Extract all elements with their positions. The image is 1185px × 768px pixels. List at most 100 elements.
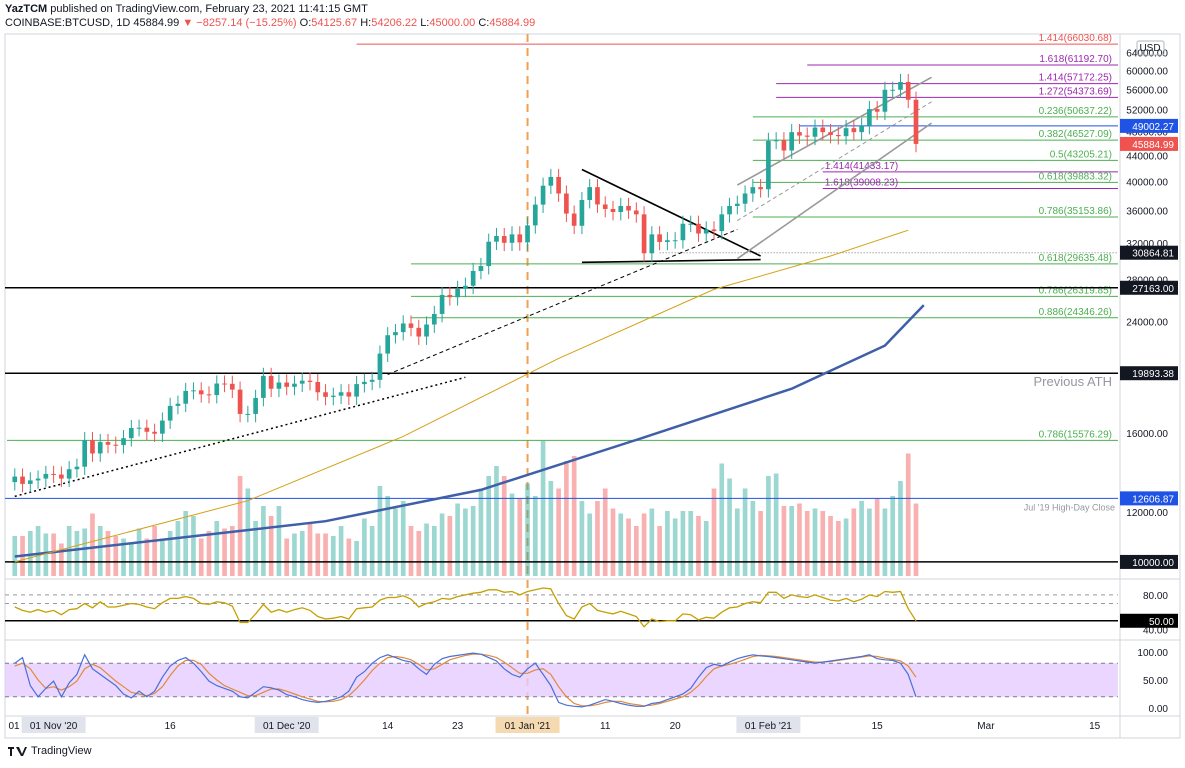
price-tick-label: 48000.00 bbox=[1126, 128, 1168, 139]
price-tick-label: 56000.00 bbox=[1126, 85, 1168, 96]
candle-body bbox=[898, 82, 903, 90]
candle-body bbox=[447, 294, 453, 298]
volume-bar bbox=[82, 528, 88, 576]
candle-body bbox=[711, 229, 717, 232]
candle-body bbox=[812, 127, 818, 137]
high-value: 54206.22 bbox=[371, 17, 418, 29]
volume-bar bbox=[97, 526, 103, 576]
symbol-name: COINBASE:BTCUSD, 1D bbox=[5, 17, 131, 29]
x-tick-label: 15 bbox=[1089, 721, 1101, 732]
price-tag-label: 45884.99 bbox=[1132, 140, 1174, 151]
candle-body bbox=[688, 223, 694, 225]
volume-bar bbox=[571, 456, 577, 576]
candle-body bbox=[431, 313, 437, 325]
volume-bar bbox=[867, 508, 872, 576]
fib-level-label: 1.618(61192.70) bbox=[1039, 54, 1112, 65]
candle-body bbox=[408, 323, 414, 328]
candle-body bbox=[486, 241, 492, 267]
price-tick-label: 64000.00 bbox=[1126, 49, 1168, 60]
price-tick-label: 32000.00 bbox=[1126, 239, 1168, 250]
candle-body bbox=[206, 394, 212, 396]
volume-bar bbox=[797, 503, 802, 576]
volume-bar bbox=[35, 526, 41, 576]
candle-body bbox=[385, 335, 391, 354]
volume-bar bbox=[532, 496, 538, 576]
candle-body bbox=[74, 466, 80, 470]
candle-body bbox=[579, 200, 585, 226]
ema-slow-line bbox=[14, 304, 925, 558]
low-label: L: bbox=[420, 17, 430, 29]
volume-bar bbox=[602, 488, 608, 576]
candle-body bbox=[160, 420, 165, 434]
candle-body bbox=[121, 438, 126, 446]
volume-bar bbox=[494, 466, 499, 576]
candle-body bbox=[626, 205, 631, 211]
x-tick-label: 20 bbox=[670, 721, 682, 732]
candle-body bbox=[517, 234, 523, 243]
candle-body bbox=[470, 270, 476, 286]
fib-level-label: 0.886(24346.26) bbox=[1039, 307, 1112, 318]
high-label: H: bbox=[360, 17, 372, 29]
volume-bar bbox=[859, 501, 864, 576]
candle-body bbox=[299, 380, 305, 384]
volume-bar bbox=[113, 536, 119, 576]
x-tick-label: 01 Dec '20 bbox=[263, 721, 311, 732]
candle-body bbox=[144, 427, 150, 432]
tradingview-logo-icon bbox=[8, 747, 27, 756]
candle-body bbox=[804, 135, 810, 137]
candle-body bbox=[113, 444, 119, 446]
x-tick-label: 16 bbox=[165, 721, 177, 732]
price-tick-label: 44000.00 bbox=[1126, 151, 1168, 162]
price-tick-label: 40000.00 bbox=[1126, 178, 1168, 189]
volume-bar bbox=[470, 506, 476, 576]
price-tick-label: 24000.00 bbox=[1126, 318, 1168, 329]
publish-info: YazTCM published on TradingView.com, Feb… bbox=[5, 3, 368, 15]
volume-bar bbox=[136, 528, 142, 576]
candle-body bbox=[882, 89, 888, 112]
x-tick-label: 14 bbox=[382, 721, 394, 732]
volume-bar bbox=[152, 526, 157, 576]
candle-body bbox=[750, 187, 756, 194]
candle-body bbox=[657, 234, 662, 242]
candle-body bbox=[890, 89, 896, 91]
volume-bar bbox=[369, 526, 375, 576]
candle-body bbox=[136, 427, 142, 429]
candle-body bbox=[292, 383, 297, 387]
volume-bar bbox=[719, 463, 725, 576]
price-tag bbox=[1120, 136, 1178, 151]
candle-body bbox=[128, 428, 134, 439]
volume-bar bbox=[245, 488, 251, 576]
ema-fast-line bbox=[14, 229, 909, 563]
volume-bar bbox=[416, 531, 422, 576]
volume-bar bbox=[385, 496, 391, 576]
candle-body bbox=[859, 125, 864, 133]
candle-body bbox=[649, 234, 655, 254]
volume-bar bbox=[913, 503, 919, 576]
fib-level-label: 1.414(57172.25) bbox=[1039, 73, 1112, 84]
volume-bar bbox=[618, 513, 624, 576]
candle-body bbox=[229, 383, 235, 390]
volume-bar bbox=[804, 511, 810, 576]
candle-body bbox=[610, 208, 616, 213]
volume-bar bbox=[167, 531, 173, 576]
candle-body bbox=[540, 185, 546, 205]
candle-body bbox=[633, 210, 639, 215]
candle-body bbox=[797, 132, 802, 136]
volume-bar bbox=[789, 506, 795, 576]
volume-bar bbox=[315, 533, 321, 576]
triangle-upper-line bbox=[581, 168, 761, 257]
volume-bar bbox=[633, 526, 639, 576]
volume-bar bbox=[424, 523, 429, 576]
x-tick-label: 01 Feb '21 bbox=[745, 721, 792, 732]
volume-bar bbox=[338, 526, 344, 576]
candle-body bbox=[867, 109, 872, 126]
candle-body bbox=[377, 353, 383, 380]
currency-box bbox=[1136, 40, 1165, 56]
candle-body bbox=[494, 236, 499, 242]
candle-body bbox=[618, 205, 624, 213]
channel-lower-line bbox=[736, 122, 932, 260]
stoch-tick-label: 100.00 bbox=[1137, 648, 1168, 659]
x-tick-label: 15 bbox=[872, 721, 884, 732]
volume-bar bbox=[641, 513, 647, 576]
